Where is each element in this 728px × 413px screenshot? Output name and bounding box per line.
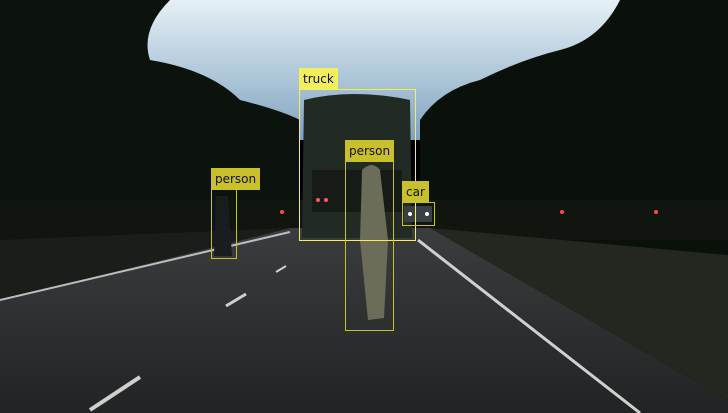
bbox-person-center[interactable]: person	[345, 140, 395, 331]
bbox-person-left[interactable]: person	[211, 168, 261, 259]
bbox-truck[interactable]: truck	[299, 68, 416, 241]
bbox-label-person-left: person	[211, 168, 261, 190]
left-trees	[0, 0, 300, 260]
bbox-label-person-center: person	[345, 140, 395, 162]
bbox-label-car: car	[402, 181, 429, 203]
road	[0, 228, 728, 413]
bbox-label-truck: truck	[299, 68, 338, 90]
bbox-car[interactable]: car	[402, 181, 435, 226]
right-trees	[420, 0, 728, 260]
